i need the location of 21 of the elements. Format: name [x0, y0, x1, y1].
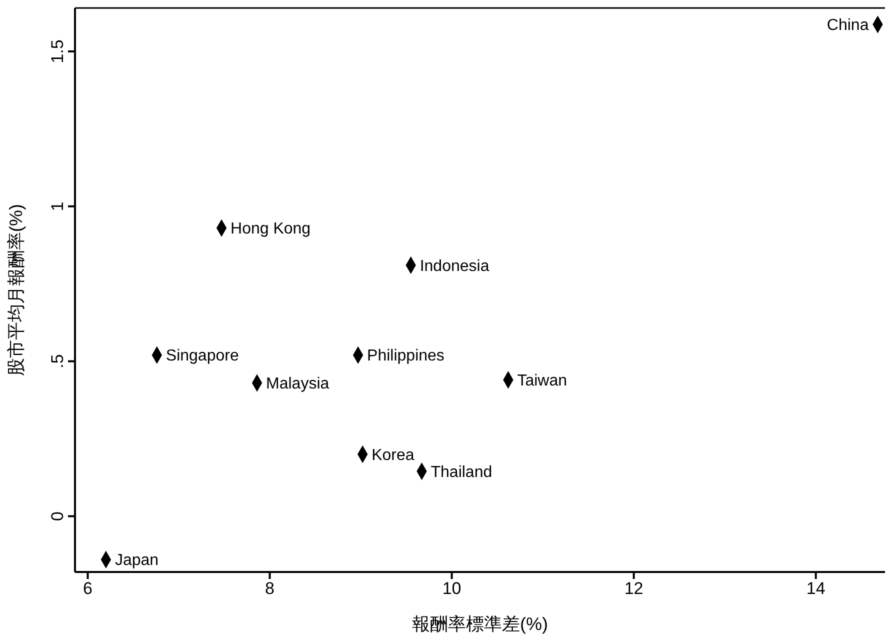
annotation: Indonesia: [420, 258, 490, 275]
x-axis-title: 報酬率標準差(%): [412, 614, 548, 634]
y-axis-title: 股市平均月報酬率(%): [6, 204, 26, 376]
annotation: Japan: [114, 552, 159, 570]
annotation: Taiwan: [517, 372, 568, 390]
x-tick-label: 10: [442, 579, 462, 598]
y-tick-label: 1.5: [48, 40, 67, 64]
x-tick-label: 6: [83, 579, 92, 598]
annotation: Hong Kong: [230, 220, 311, 238]
annotation: Korea: [372, 446, 414, 464]
annotation: Malaysia: [266, 376, 330, 393]
annotation: Philippines: [367, 348, 444, 365]
y-tick-label: .5: [48, 354, 67, 368]
annotation: Singapore: [166, 348, 239, 365]
annotation: Thailand: [430, 464, 492, 481]
x-tick-label: 14: [806, 579, 826, 598]
y-tick-label: 0: [48, 511, 67, 521]
x-tick-label: 12: [624, 579, 644, 598]
annotation: China: [826, 17, 869, 34]
x-tick-label: 8: [265, 579, 274, 598]
y-tick-label: 1: [48, 202, 67, 212]
